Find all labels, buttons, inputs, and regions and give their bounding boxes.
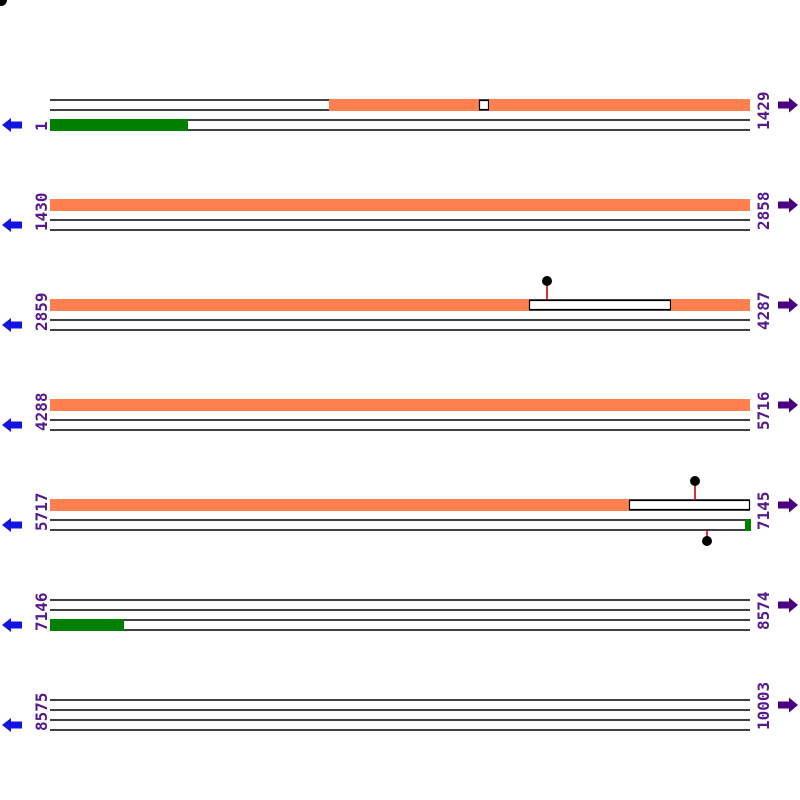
reverse-strand-feature-bar	[50, 619, 124, 631]
track-end-coordinate: 5716	[754, 391, 773, 430]
sequence-track: 1430 2858	[2, 191, 798, 232]
gap-box	[478, 99, 490, 111]
reverse-strand-arrow-icon	[2, 518, 22, 532]
track-end-coordinate: 2858	[754, 191, 773, 230]
forward-strand-arrow-icon	[778, 697, 798, 713]
track-end-coordinate: 10003	[754, 682, 773, 730]
sequence-track: 2859 4287	[2, 276, 798, 332]
sequence-track: 1 1429	[2, 91, 798, 132]
forward-strand-arrow-icon	[778, 197, 798, 213]
lollipop-marker	[690, 476, 700, 500]
forward-strand-arrow-icon	[778, 297, 798, 313]
track-start-coordinate: 1	[32, 121, 51, 131]
track-start-coordinate: 2859	[32, 292, 51, 331]
forward-strand-feature-bar	[50, 499, 629, 511]
marker-dot	[690, 476, 700, 486]
reverse-strand-feature-bar	[745, 519, 751, 531]
sequence-track: 4288 5716	[2, 391, 798, 432]
open-box	[528, 299, 672, 311]
forward-strand-feature-bar	[50, 299, 529, 311]
track-start-coordinate: 8575	[32, 692, 51, 731]
forward-strand-arrow-icon	[778, 497, 798, 513]
reverse-strand-arrow-icon	[2, 418, 22, 432]
reverse-strand-arrow-icon	[2, 218, 22, 232]
reverse-strand-arrow-icon	[2, 318, 22, 332]
reverse-strand-arrow-icon	[2, 718, 22, 732]
forward-strand-feature-bar	[50, 399, 750, 411]
corner-marker-dot	[0, 0, 7, 6]
forward-strand-arrow-icon	[778, 97, 798, 113]
reverse-strand-arrow-icon	[2, 618, 22, 632]
track-end-coordinate: 4287	[754, 291, 773, 330]
forward-strand-feature-bar	[489, 99, 750, 111]
reverse-strand-feature-bar	[50, 119, 188, 131]
open-box	[628, 499, 751, 511]
forward-strand-feature-bar	[671, 299, 750, 311]
track-start-coordinate: 4288	[32, 392, 51, 431]
forward-strand-arrow-icon	[778, 397, 798, 413]
lollipop-marker	[702, 530, 712, 546]
forward-strand-feature-bar	[50, 199, 750, 211]
marker-dot	[542, 276, 552, 286]
lollipop-marker	[542, 276, 552, 300]
sequence-track: 8575 10003	[2, 682, 798, 732]
forward-strand-arrow-icon	[778, 597, 798, 613]
track-end-coordinate: 1429	[754, 91, 773, 130]
track-end-coordinate: 8574	[754, 591, 773, 630]
marker-dot	[702, 536, 712, 546]
track-start-coordinate: 1430	[32, 192, 51, 231]
forward-strand-feature-bar	[329, 99, 479, 111]
track-end-coordinate: 7145	[754, 491, 773, 530]
track-start-coordinate: 7146	[32, 592, 51, 631]
sequence-track: 5717 7145	[2, 476, 798, 546]
track-start-coordinate: 5717	[32, 492, 51, 531]
reverse-strand-arrow-icon	[2, 118, 22, 132]
sequence-track: 7146 8574	[2, 591, 798, 632]
